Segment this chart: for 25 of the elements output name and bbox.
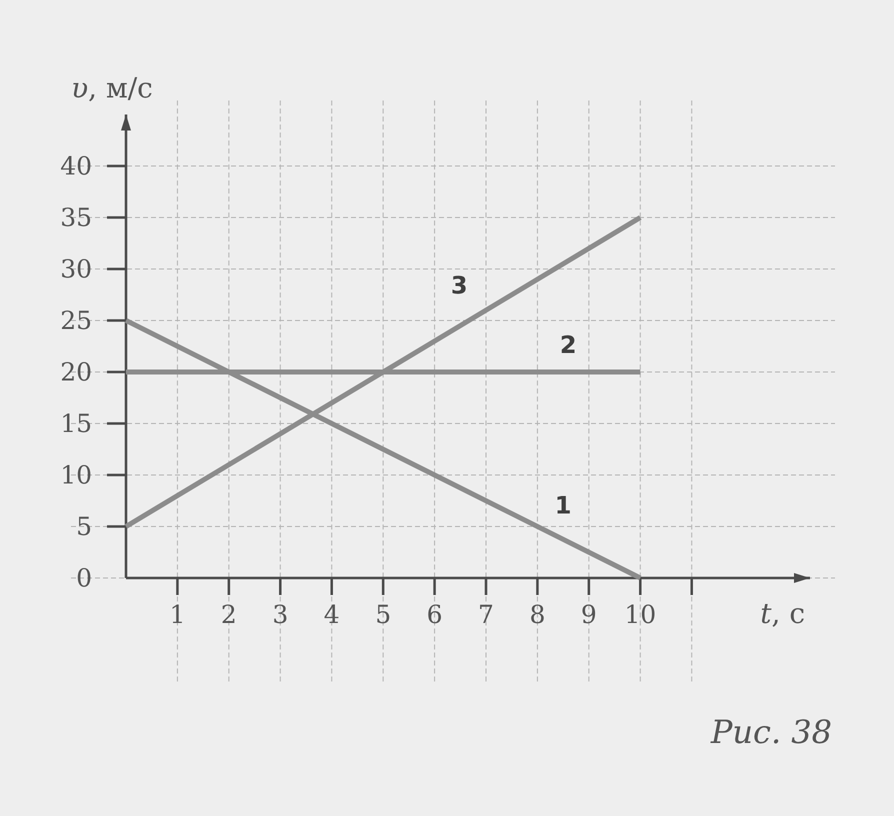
x-tick-label: 4: [324, 600, 340, 629]
y-tick-label: 30: [60, 254, 92, 284]
y-tick-label: 0: [76, 564, 92, 592]
y-tick-label: 40: [60, 152, 92, 180]
x-axis-title: t, с: [760, 597, 805, 630]
y-tick-label: 20: [60, 358, 92, 386]
x-tick-label: 5: [375, 600, 392, 629]
y-tick-label: 35: [60, 203, 92, 232]
y-tick-label: 5: [76, 512, 92, 541]
x-tick-label: 7: [478, 600, 494, 629]
y-axis-title: υ, м/с: [71, 72, 153, 104]
series-label: 2: [560, 331, 577, 359]
y-tick-label: 25: [60, 306, 92, 335]
text: Рис. 38: [710, 713, 832, 751]
x-tick-label: 2: [220, 600, 237, 629]
y-tick-label: 15: [60, 409, 92, 438]
x-tick-label: 9: [580, 600, 597, 629]
x-tick-label: 10: [624, 600, 656, 629]
series-label: 1: [554, 491, 572, 520]
x-tick-label: 8: [529, 600, 546, 629]
x-tick-label: 1: [169, 600, 186, 629]
x-tick-label: 6: [426, 600, 443, 629]
y-tick-label: 10: [60, 460, 92, 490]
x-tick-label: 3: [272, 600, 288, 629]
series-label: 3: [450, 271, 468, 300]
